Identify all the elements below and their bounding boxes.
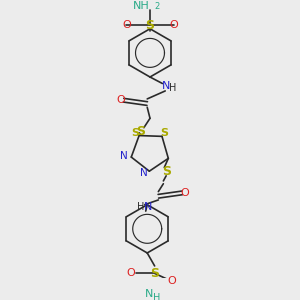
- Text: S: S: [160, 128, 168, 138]
- Text: S: S: [150, 267, 159, 280]
- Text: O: O: [126, 268, 135, 278]
- Text: H: H: [153, 293, 160, 300]
- Text: S: S: [146, 19, 154, 32]
- Text: N: N: [140, 168, 148, 178]
- Text: S: S: [131, 128, 140, 138]
- Text: N: N: [145, 289, 153, 299]
- Text: O: O: [167, 276, 176, 286]
- Text: N: N: [143, 202, 152, 212]
- Text: H: H: [169, 83, 176, 93]
- Text: S: S: [136, 125, 146, 138]
- Text: H: H: [137, 202, 145, 212]
- Text: N: N: [120, 151, 128, 161]
- Text: O: O: [116, 95, 125, 105]
- Text: NH: NH: [133, 1, 150, 11]
- Text: 2: 2: [155, 2, 160, 11]
- Text: S: S: [162, 165, 171, 178]
- Text: O: O: [122, 20, 131, 30]
- Text: O: O: [180, 188, 189, 198]
- Text: N: N: [162, 81, 170, 91]
- Text: O: O: [169, 20, 178, 30]
